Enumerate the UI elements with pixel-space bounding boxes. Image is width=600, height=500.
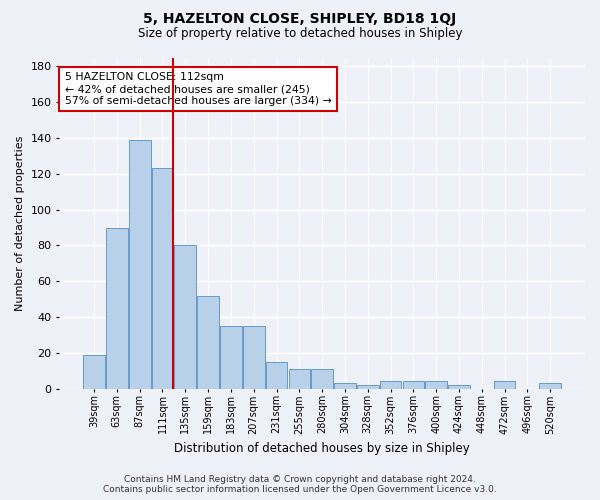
Bar — [243, 326, 265, 388]
Text: 5 HAZELTON CLOSE: 112sqm
← 42% of detached houses are smaller (245)
57% of semi-: 5 HAZELTON CLOSE: 112sqm ← 42% of detach… — [65, 72, 331, 106]
X-axis label: Distribution of detached houses by size in Shipley: Distribution of detached houses by size … — [174, 442, 470, 455]
Bar — [289, 369, 310, 388]
Bar — [494, 382, 515, 388]
Bar — [539, 383, 561, 388]
Bar — [83, 354, 105, 388]
Bar — [266, 362, 287, 388]
Y-axis label: Number of detached properties: Number of detached properties — [15, 136, 25, 310]
Bar — [403, 382, 424, 388]
Bar — [448, 385, 470, 388]
Bar — [380, 382, 401, 388]
Bar — [106, 228, 128, 388]
Text: Size of property relative to detached houses in Shipley: Size of property relative to detached ho… — [138, 28, 462, 40]
Bar — [175, 246, 196, 388]
Bar — [197, 296, 219, 388]
Bar — [425, 382, 447, 388]
Bar — [129, 140, 151, 388]
Bar — [220, 326, 242, 388]
Text: 5, HAZELTON CLOSE, SHIPLEY, BD18 1QJ: 5, HAZELTON CLOSE, SHIPLEY, BD18 1QJ — [143, 12, 457, 26]
Bar — [152, 168, 173, 388]
Bar — [357, 385, 379, 388]
Text: Contains HM Land Registry data © Crown copyright and database right 2024.
Contai: Contains HM Land Registry data © Crown c… — [103, 474, 497, 494]
Bar — [311, 369, 333, 388]
Bar — [334, 383, 356, 388]
